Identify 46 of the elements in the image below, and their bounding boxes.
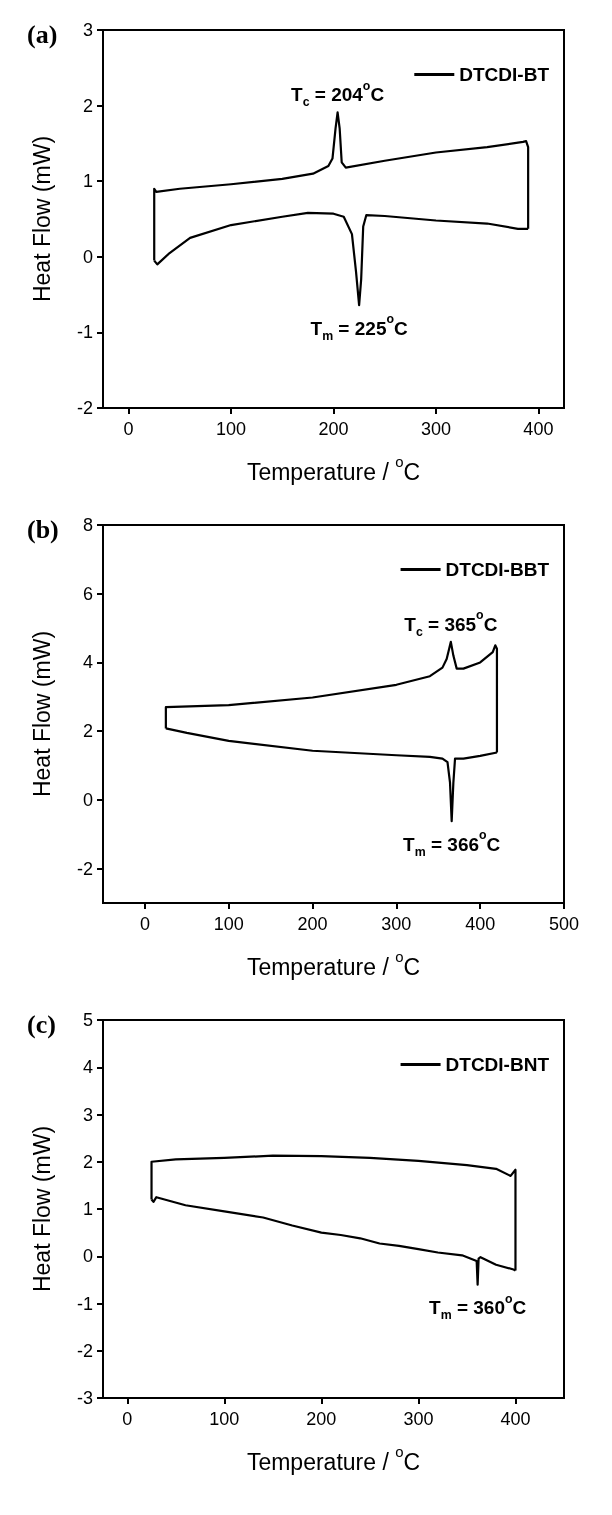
chart-title: (b) — [27, 514, 59, 544]
y-tick-label: -1 — [76, 1293, 93, 1314]
y-tick-label: 3 — [82, 1104, 93, 1125]
y-tick-label: 4 — [82, 1057, 93, 1078]
y-tick-label: 2 — [82, 721, 93, 742]
x-tick-label: 400 — [500, 1409, 531, 1429]
x-tick-label: 0 — [139, 914, 150, 934]
y-tick-label: 0 — [82, 1246, 93, 1267]
x-tick-label: 200 — [306, 1409, 337, 1429]
x-tick-label: 300 — [403, 1409, 434, 1429]
y-tick-label: 0 — [82, 789, 93, 810]
x-tick-label: 300 — [381, 914, 412, 934]
x-tick-label: 200 — [297, 914, 328, 934]
y-tick-label: 2 — [82, 95, 93, 116]
chart-title: (a) — [27, 19, 58, 49]
legend-label: DTCDI-BNT — [445, 1054, 550, 1075]
legend-label: DTCDI-BT — [459, 64, 550, 85]
x-tick-label: 500 — [548, 914, 580, 934]
y-axis-title: Heat Flow (mW) — [28, 135, 55, 303]
y-tick-label: 6 — [82, 583, 93, 604]
y-tick-label: 1 — [82, 1199, 93, 1219]
y-axis-title: Heat Flow (mW) — [28, 1125, 55, 1293]
x-tick-label: 400 — [465, 914, 496, 934]
y-tick-label: -1 — [76, 322, 93, 343]
y-tick-label: -2 — [76, 1340, 93, 1361]
x-tick-label: 100 — [216, 419, 247, 439]
y-axis-title: Heat Flow (mW) — [28, 630, 55, 798]
y-tick-label: 5 — [82, 1010, 93, 1030]
y-tick-label: -2 — [76, 858, 93, 879]
y-tick-label: -2 — [76, 398, 93, 418]
x-tick-label: 100 — [209, 1409, 240, 1429]
legend-label: DTCDI-BBT — [445, 559, 550, 580]
y-tick-label: 0 — [82, 246, 93, 267]
x-tick-label: 100 — [213, 914, 244, 934]
y-tick-label: 4 — [82, 652, 93, 673]
x-tick-label: 300 — [420, 419, 451, 439]
chart-title: (c) — [27, 1009, 56, 1039]
x-tick-label: 400 — [523, 419, 554, 439]
x-tick-label: 200 — [318, 419, 349, 439]
x-tick-label: 0 — [123, 419, 134, 439]
y-tick-label: 2 — [82, 1151, 93, 1172]
y-tick-label: 8 — [82, 515, 93, 535]
y-tick-label: -3 — [76, 1388, 93, 1408]
x-tick-label: 0 — [122, 1409, 133, 1429]
y-tick-label: 1 — [82, 171, 93, 192]
y-tick-label: 3 — [82, 20, 93, 40]
